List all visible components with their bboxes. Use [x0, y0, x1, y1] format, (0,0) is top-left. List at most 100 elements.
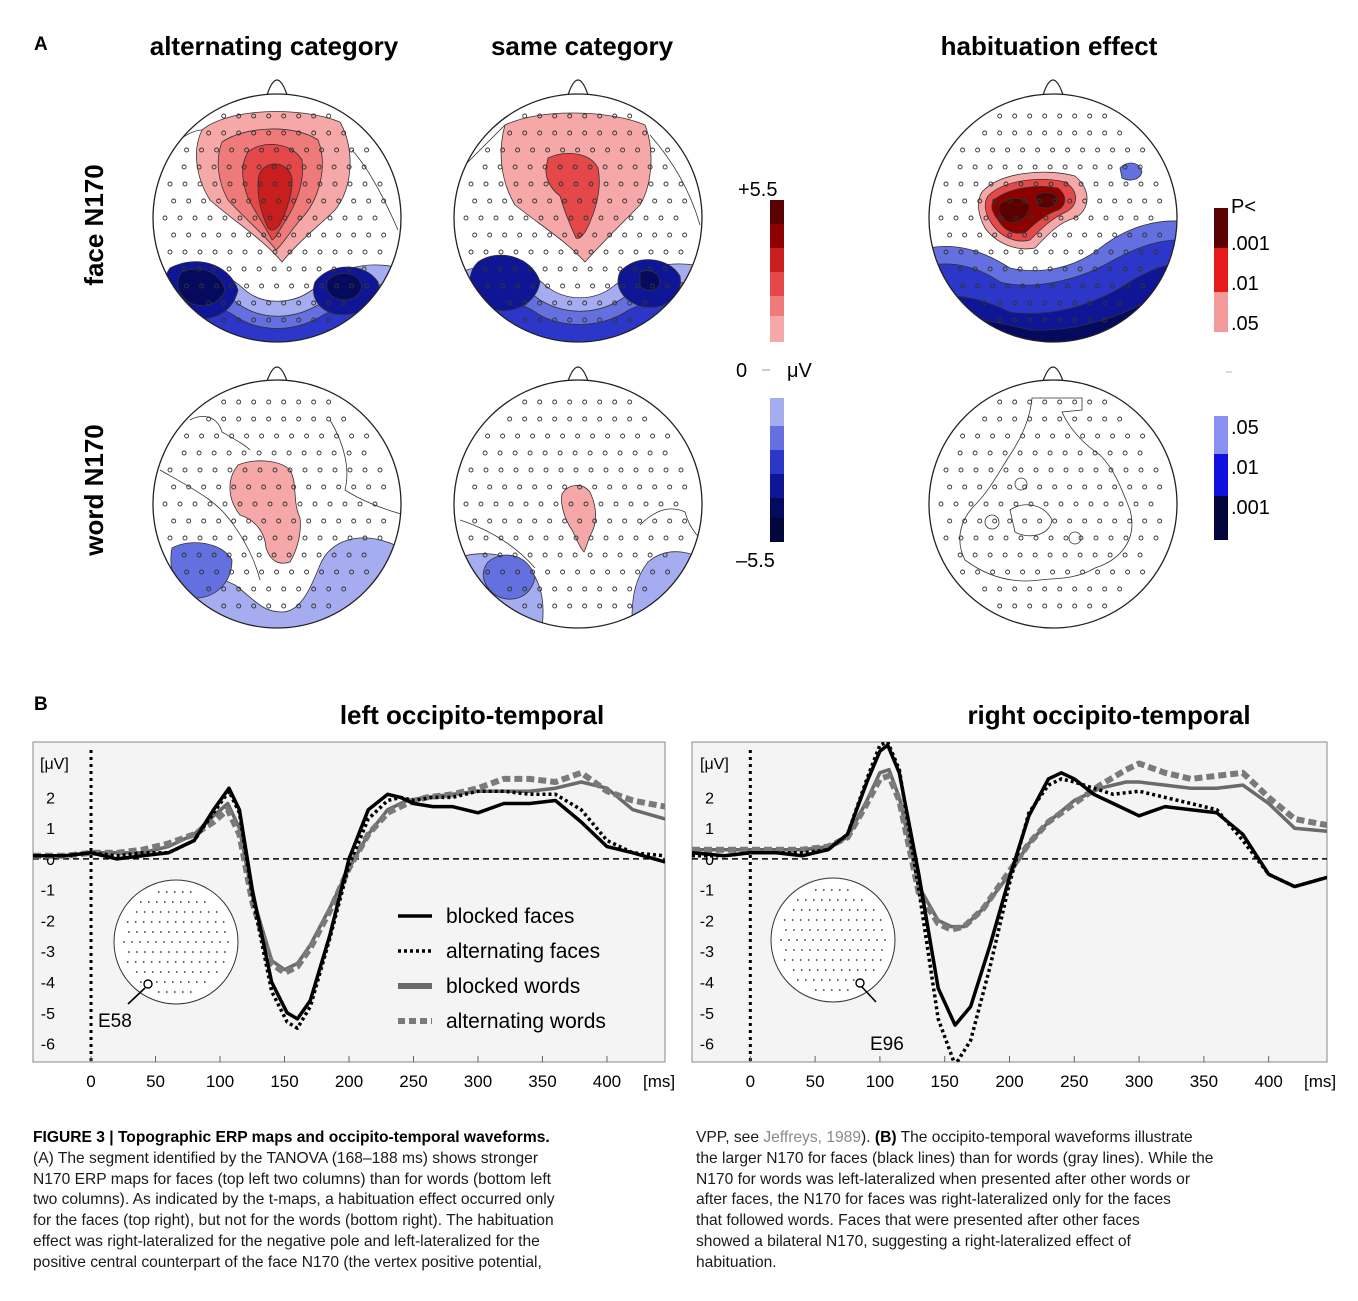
- electrode-dot: [1032, 266, 1038, 272]
- electrode-dot: [552, 113, 558, 119]
- electrode-dot: [678, 535, 684, 541]
- electrode-dot: [231, 232, 237, 238]
- caption-line: N170 for words was left-lateralized when…: [696, 1170, 1191, 1188]
- electrode-dot: [597, 317, 603, 323]
- electrode-dot: [809, 929, 811, 931]
- electrode-dot: [1048, 467, 1054, 473]
- electrode-dot: [321, 484, 327, 490]
- electrode-dot: [884, 939, 886, 941]
- electrode-dot: [123, 941, 125, 943]
- electrode-dot: [183, 911, 186, 913]
- electrode-dot: [261, 484, 267, 490]
- electrode-dot: [127, 951, 130, 953]
- electrode-dot: [602, 266, 608, 272]
- electrode-dot: [1102, 603, 1108, 609]
- electrode-dot: [603, 467, 609, 473]
- electrode-dot: [650, 433, 656, 439]
- electrode-dot: [804, 939, 806, 941]
- electrode-dot: [567, 130, 573, 136]
- electrode-dot: [947, 198, 953, 204]
- electrode-dot: [1063, 535, 1069, 541]
- electrode-dot: [346, 266, 352, 272]
- electrode-dot: [603, 181, 609, 187]
- electrode-dot: [1072, 603, 1078, 609]
- electrode-dot: [983, 215, 989, 221]
- electrode-dot: [1082, 518, 1088, 524]
- electrode-dot: [1065, 147, 1071, 153]
- electrode-dot: [472, 518, 478, 524]
- electrode-dot: [212, 249, 218, 255]
- electrode-dot: [618, 181, 624, 187]
- electrode-dot: [361, 450, 367, 456]
- electrode-dot: [214, 147, 220, 153]
- series-line-alternating-words: [692, 760, 1327, 933]
- electrode-dot: [582, 416, 588, 422]
- electrode-dot: [582, 586, 588, 592]
- electrode-dot: [812, 939, 814, 941]
- electrode-dot: [267, 501, 273, 507]
- electrode-dot: [211, 450, 217, 456]
- electrode-dot: [483, 467, 489, 473]
- electrode-dot: [182, 181, 188, 187]
- electrode-dot: [174, 921, 177, 923]
- electrode-dot: [1062, 552, 1068, 558]
- electrode-dot: [487, 232, 493, 238]
- electrode-dot: [824, 909, 827, 911]
- electrode-dot: [1157, 484, 1163, 490]
- electrode-dot: [197, 181, 203, 187]
- electrode-dot: [962, 518, 968, 524]
- electrode-dot: [236, 603, 242, 609]
- x-tick-label: 250: [1060, 1072, 1088, 1091]
- electrode-dot: [1082, 484, 1088, 490]
- electrode-dot: [557, 164, 563, 170]
- electrode-dot: [317, 249, 323, 255]
- electrode-dot: [872, 969, 875, 971]
- electrode-dot: [560, 569, 566, 575]
- electrode-dot: [1108, 249, 1114, 255]
- electrode-dot: [607, 232, 613, 238]
- electrode-dot: [997, 300, 1003, 306]
- electrode-dot: [319, 147, 325, 153]
- electrode-dot: [997, 416, 1003, 422]
- electrode-dot: [251, 317, 257, 323]
- citation-link[interactable]: Jeffreys, 1989: [763, 1129, 862, 1146]
- electrode-dot: [311, 603, 317, 609]
- electrode-dot: [216, 518, 222, 524]
- electrode-dot: [326, 317, 332, 323]
- electrode-dot: [334, 433, 340, 439]
- electrode-dot: [1087, 416, 1093, 422]
- electrode-dot: [319, 283, 325, 289]
- electrode-dot: [289, 283, 295, 289]
- electrode-dot: [357, 501, 363, 507]
- electrode-dot: [206, 130, 212, 136]
- electrode-dot: [617, 552, 623, 558]
- electrode-dot: [678, 181, 684, 187]
- electrode-dot: [1035, 569, 1041, 575]
- x-tick-label: 300: [1125, 1072, 1153, 1091]
- electrode-dot: [362, 181, 368, 187]
- electrode-dot: [1118, 501, 1124, 507]
- electrode-dot: [261, 198, 267, 204]
- electrode-dot: [181, 991, 184, 993]
- electrode-dot: [808, 909, 811, 911]
- electrode-dot: [603, 249, 609, 255]
- electrode-dot: [175, 911, 178, 913]
- electrode-dot: [990, 569, 996, 575]
- electrode-dot: [957, 450, 963, 456]
- electrode-dot: [1062, 450, 1068, 456]
- electrode-dot: [276, 232, 282, 238]
- electrode-dot: [167, 971, 170, 973]
- electrode-dot: [612, 416, 618, 422]
- electrode-dot: [271, 450, 277, 456]
- electrode-dot: [552, 603, 558, 609]
- electrode-dot: [251, 300, 257, 306]
- electrode-dot: [302, 249, 308, 255]
- electrode-dot: [136, 951, 138, 953]
- electrode-dot: [150, 921, 153, 923]
- electrode-dot: [522, 113, 528, 119]
- electrode-dot: [1012, 603, 1018, 609]
- electrode-dot: [362, 535, 368, 541]
- electrode-dot: [647, 552, 653, 558]
- electrode-dot: [517, 518, 523, 524]
- electrode-dot: [627, 317, 633, 323]
